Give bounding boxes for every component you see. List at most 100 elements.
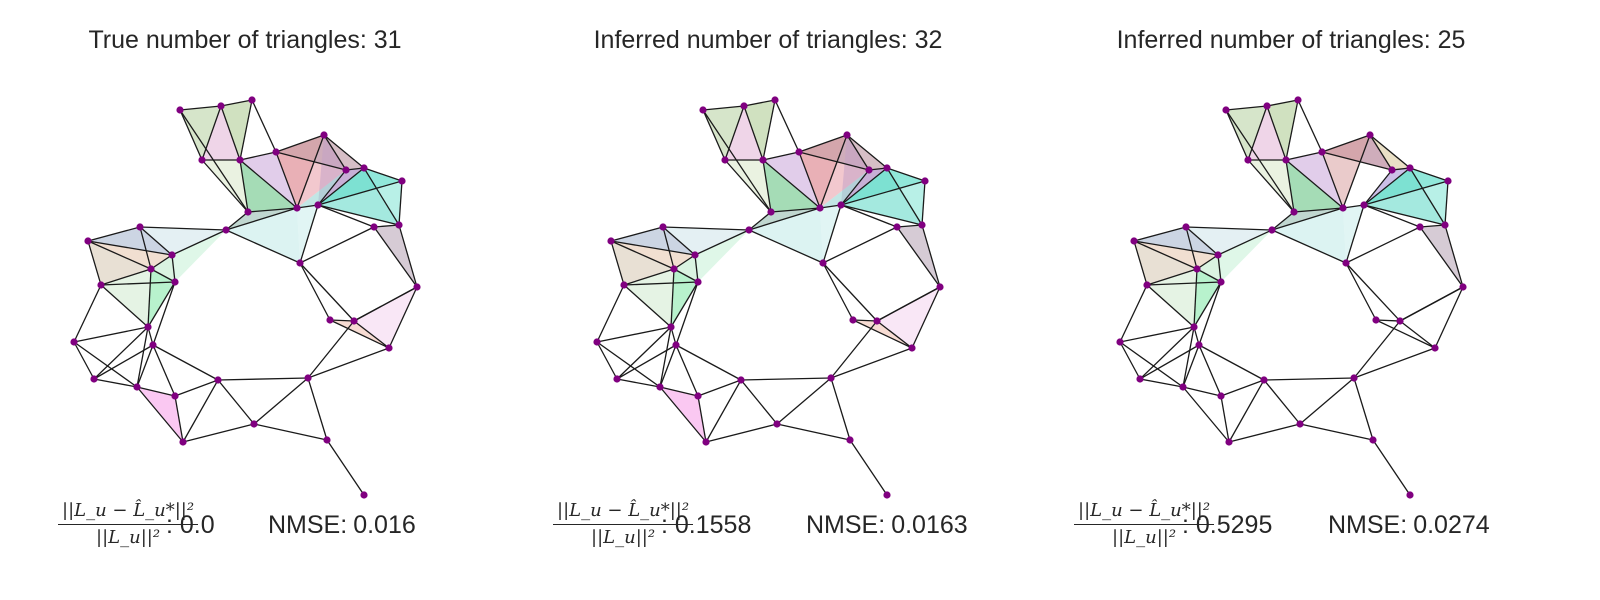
triangle-face [1286,160,1343,212]
graph-node [1179,383,1187,391]
formula-numerator: ||L_u − L̂_u*||² [553,500,694,525]
triangle-face [1197,255,1221,282]
graph-edge [307,320,355,379]
graph-edge [220,99,253,107]
graph-edge [87,226,141,242]
graph-edge [1225,105,1268,111]
panel-1: True number of triangles: 31 ||L_u − L̂_… [0,0,520,600]
graph-node [670,265,678,273]
graph-edge [239,151,277,161]
graph-node [1214,251,1222,259]
graph-node [90,375,98,383]
graph-edge [1363,204,1446,226]
graph-node [1459,283,1467,291]
graph-node [819,259,827,267]
graph-edge [1133,240,1148,286]
graph-edge [822,262,878,322]
graph-node [849,316,857,324]
graph-node [613,375,621,383]
graph-edge [1263,379,1301,425]
graph-edge [705,423,778,443]
network-graph [70,96,421,499]
graph-node [702,438,710,446]
graph-edge [1369,134,1411,169]
graph-node [699,106,707,114]
graph-node [1388,166,1396,174]
graph-edge [694,229,750,256]
triangle-face [820,205,841,263]
graph-edge [388,286,418,349]
graph-edge [1225,109,1295,213]
graph-node [250,420,258,428]
graph-edge [840,169,870,206]
graph-edge [740,377,832,381]
triangle-face [354,287,417,348]
graph-edge [662,226,750,231]
graph-node [326,316,334,324]
panel-title: True number of triangles: 31 [88,26,402,54]
graph-node [659,223,667,231]
graph-edge [1434,286,1464,349]
graph-node [936,283,944,291]
graph-node [236,156,244,164]
graph-edge [225,211,249,231]
graph-edge [353,320,390,349]
graph-edge [93,378,138,388]
graph-edge [896,224,923,228]
graph-edge [610,240,696,256]
formula-numerator: ||L_u − L̂_u*||² [58,500,199,525]
graph-edge [840,204,923,226]
triangle-face [1364,168,1445,225]
network-graph [593,96,944,499]
triangle-face [172,230,226,282]
graph-node [293,204,301,212]
graph-edge [1285,159,1344,209]
graph-edge [1266,99,1299,107]
graph-node [360,491,368,499]
graph-node [217,102,225,110]
graph-node [908,344,916,352]
graph-edge [247,207,298,213]
triangle-face [841,168,922,225]
graph-edge [73,284,102,343]
graph-edge [840,204,898,228]
graph-edge [147,281,176,328]
graph-edge [623,284,672,328]
graph-edge [251,99,277,153]
graph-node [865,166,873,174]
graph-edge [1372,439,1411,496]
graph-edge [73,341,138,388]
graph-node [304,374,312,382]
graph-edge [1375,319,1436,349]
graph-edge [1299,377,1355,425]
graph-node [248,96,256,104]
graph-node [883,164,891,172]
graph-edge [87,240,173,256]
graph-edge [179,109,203,161]
graph-edge [1119,341,1184,388]
error-value: : 0.0 [166,511,215,539]
graph-edge [740,379,778,425]
triangle-face [148,269,175,327]
graph-edge [1444,180,1449,226]
graph-edge [1228,379,1265,443]
graph-edge [1297,99,1323,153]
graph-node [1431,344,1439,352]
graph-node [214,376,222,384]
graph-edge [182,423,255,443]
graph-node [1296,420,1304,428]
graph-edge [1363,169,1393,206]
graph-edge [1293,207,1344,213]
graph-node [773,420,781,428]
graph-edge [1363,167,1411,206]
graph-node [398,177,406,185]
graph-edge [1196,268,1222,283]
nmse: NMSE: 0.0163 [806,511,968,540]
graph-edge [174,395,184,443]
graph-node [843,131,851,139]
graph-node [667,323,675,331]
graph-node [179,438,187,446]
graph-node [1372,316,1380,324]
graph-edge [73,341,95,380]
graph-edge [296,134,325,209]
